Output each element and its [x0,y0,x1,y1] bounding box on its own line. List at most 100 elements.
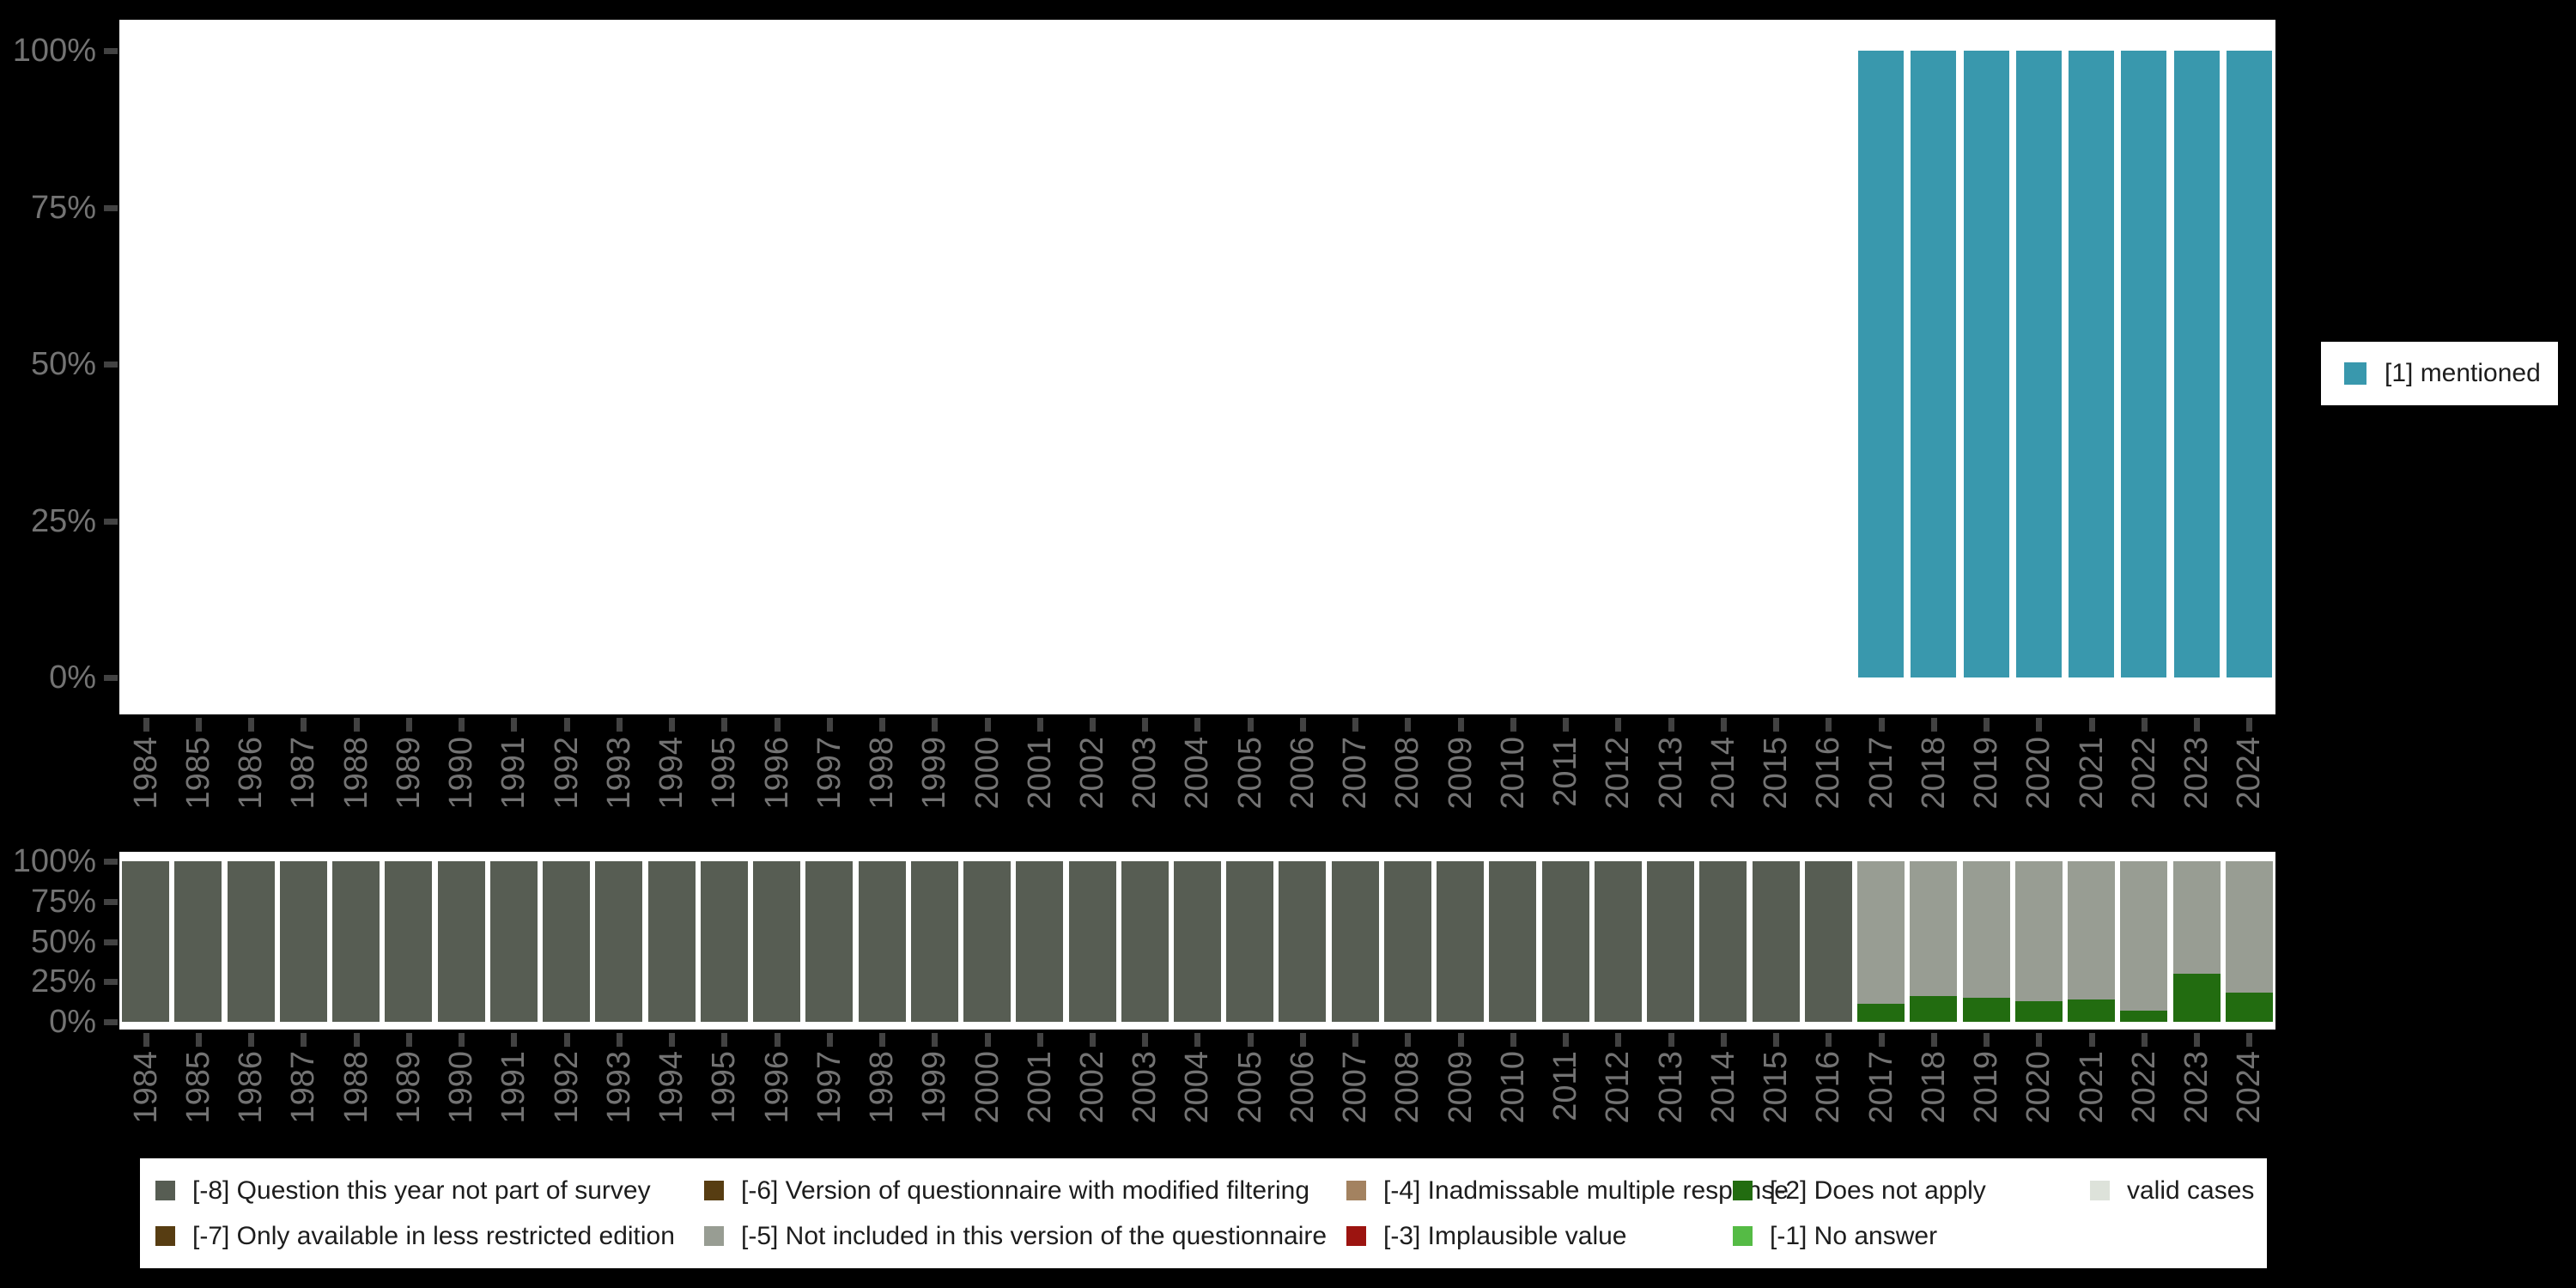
y-axis-tick [104,979,118,985]
y-axis-tick [104,939,118,945]
bar-1992 [543,861,590,1022]
y-axis-label: 100% [12,33,96,69]
x-axis-label-1988: 1988 [338,1051,374,1124]
y-axis-tick [104,48,118,54]
x-axis-tick [354,718,360,732]
legend-item-code-minus1-swatch [1733,1226,1753,1246]
x-axis-tick [1721,1033,1727,1047]
legend-item-code-minus6-label: [-6] Version of questionnaire with modif… [741,1176,1310,1205]
x-axis-tick [1194,718,1200,732]
x-axis-label-2007: 2007 [1337,1051,1373,1124]
bar-2022 [2120,1011,2167,1022]
bar-2015 [1753,861,1800,1022]
x-axis-tick [2246,718,2252,732]
x-axis-label-2010: 2010 [1495,1051,1531,1124]
y-axis-tick [104,859,118,865]
x-axis-tick [2036,1033,2042,1047]
bar-2001 [1016,861,1063,1022]
y-axis-label: 25% [30,503,96,539]
bar-2016 [1805,861,1852,1022]
x-axis-tick [2089,1033,2095,1047]
legend-item-code-minus4-label: [-4] Inadmissable multiple response [1383,1176,1789,1205]
legend-item-code-minus3-label: [-3] Implausible value [1383,1221,1627,1250]
y-axis-label: 100% [12,843,96,879]
mentioned-legend: [1] mentioned [2321,342,2558,405]
x-axis-tick [2036,718,2042,732]
bar-1985 [174,861,222,1022]
x-axis-label-1991: 1991 [495,1051,532,1124]
x-axis-tick [1248,1033,1254,1047]
x-axis-tick [1037,1033,1043,1047]
bar-2017 [1858,51,1904,677]
bar-2007 [1332,861,1379,1022]
x-axis-tick [879,1033,885,1047]
bar-1996 [753,861,800,1022]
x-axis-tick [1721,718,1727,732]
x-axis-tick [1615,1033,1621,1047]
x-axis-label-1990: 1990 [443,1051,479,1124]
bar-2004 [1174,861,1221,1022]
y-axis-label: 50% [30,924,96,960]
bar-2023 [2173,974,2221,1022]
legend-item-code-minus2-swatch [1733,1181,1753,1200]
x-axis-tick [1826,1033,1832,1047]
y-axis-label: 0% [49,659,96,696]
legend-item-code-minus5: [-5] Not included in this version of the… [689,1213,1331,1259]
bar-2009 [1437,861,1484,1022]
x-axis-label-1987: 1987 [285,1051,321,1124]
x-axis-tick [248,718,254,732]
x-axis-tick [1510,1033,1516,1047]
x-axis-label-2013: 2013 [1653,1051,1689,1124]
legend-item-code-minus3: [-3] Implausible value [1331,1213,1717,1259]
bar-2018 [1910,861,1957,996]
x-axis-label-2016: 2016 [1810,1051,1846,1124]
x-axis-tick [2142,1033,2148,1047]
x-axis-tick [1142,718,1148,732]
x-axis-tick [1879,718,1885,732]
x-axis-tick [564,718,570,732]
y-axis-tick [104,675,118,681]
legend-item-code-minus3-swatch [1346,1226,1366,1246]
x-axis-tick [459,718,465,732]
bar-1998 [859,861,906,1022]
x-axis-tick [1458,718,1464,732]
bar-2000 [963,861,1011,1022]
bar-2021 [2068,999,2115,1022]
x-axis-tick [1458,1033,1464,1047]
x-axis-tick [406,718,412,732]
x-axis-tick [1563,1033,1569,1047]
x-axis-tick [511,718,517,732]
x-axis-label-1998: 1998 [864,1051,900,1124]
bar-1994 [648,861,696,1022]
bar-2024 [2226,861,2273,993]
x-axis-tick [669,718,675,732]
x-axis-tick [1668,1033,1674,1047]
bar-2024 [2227,51,2272,677]
mentioned-legend-swatch [2344,362,2366,385]
y-axis-tick [104,519,118,525]
x-axis-tick [2142,718,2148,732]
bar-1987 [280,861,327,1022]
bar-2020 [2015,1001,2063,1022]
x-axis-tick [1510,718,1516,732]
x-axis-tick [879,718,885,732]
x-axis-label-2000: 2000 [969,1051,1005,1124]
bar-2019 [1964,51,2009,677]
legend-item-code-minus4: [-4] Inadmissable multiple response [1331,1168,1789,1213]
y-axis-label: 75% [30,884,96,920]
x-axis-tick [1826,718,1832,732]
x-axis-tick [2089,718,2095,732]
x-axis-tick [617,718,623,732]
x-axis-tick [1879,1033,1885,1047]
bar-2006 [1279,861,1326,1022]
x-axis-tick [1037,718,1043,732]
legend-item-code-minus8: [-8] Question this year not part of surv… [140,1168,689,1213]
bar-2014 [1699,861,1747,1022]
y-axis-label: 75% [30,190,96,226]
x-axis-label-2022: 2022 [2126,1051,2162,1124]
x-axis-tick [721,718,727,732]
x-axis-tick [1090,1033,1096,1047]
bar-2013 [1647,861,1694,1022]
x-axis-tick [1984,1033,1990,1047]
